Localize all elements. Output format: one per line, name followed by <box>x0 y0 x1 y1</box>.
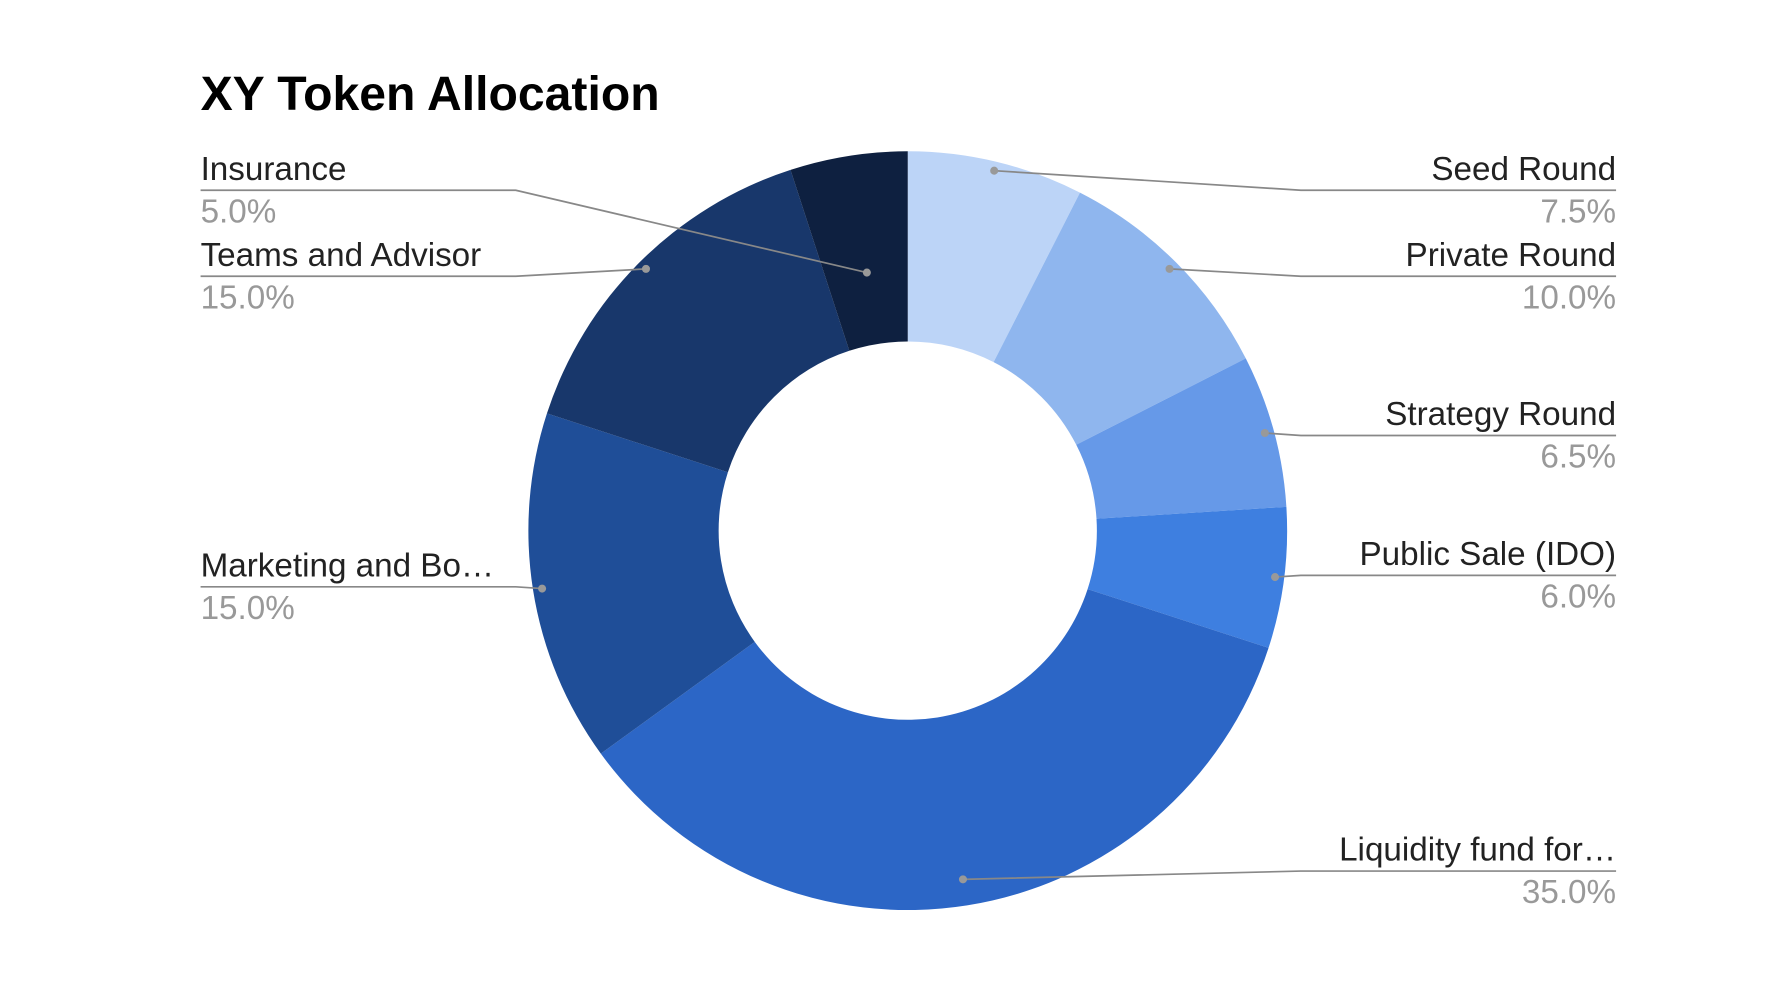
leader-dot <box>958 875 967 884</box>
leader-dot <box>1271 573 1280 582</box>
slice-seed-round[interactable] <box>907 151 1080 363</box>
leader-line <box>200 268 647 278</box>
leader-dot <box>641 264 650 273</box>
leader-dot <box>1165 264 1174 273</box>
slice-percent-label: 35.0% <box>1522 874 1616 911</box>
slice-percent-label: 5.0% <box>201 193 277 230</box>
leader-dot <box>990 166 999 175</box>
slice-percent-label: 6.5% <box>1540 439 1616 476</box>
slice-label: Insurance <box>201 151 347 188</box>
slice-marketing-and-bo[interactable] <box>528 413 755 754</box>
slice-insurance[interactable] <box>790 151 908 351</box>
leader-dot <box>1260 428 1269 437</box>
slice-percent-label: 6.0% <box>1540 578 1616 615</box>
leader-dot <box>862 268 871 277</box>
leader-line <box>1264 432 1617 437</box>
slice-percent-label: 7.5% <box>1540 193 1616 230</box>
leader-line <box>994 169 1617 192</box>
slice-label: Marketing and Bo… <box>201 548 495 585</box>
slice-label: Strategy Round <box>1385 396 1616 433</box>
chart-title: XY Token Allocation <box>201 67 660 121</box>
slice-label: Teams and Advisor <box>201 237 482 274</box>
slice-label: Seed Round <box>1431 151 1616 188</box>
slice-private-round[interactable] <box>993 192 1246 445</box>
slice-percent-label: 10.0% <box>1522 279 1616 316</box>
slice-liquidity-fund-for[interactable] <box>600 589 1269 911</box>
slice-label: Public Sale (IDO) <box>1359 536 1616 573</box>
leader-line <box>1274 574 1617 578</box>
leader-line <box>962 870 1617 881</box>
slice-label: Private Round <box>1406 237 1617 274</box>
slice-percent-label: 15.0% <box>201 590 295 627</box>
leader-line <box>200 189 868 274</box>
slice-percent-label: 15.0% <box>201 279 295 316</box>
leader-dot <box>538 584 547 593</box>
slice-strategy-round[interactable] <box>1076 358 1287 519</box>
slice-teams-and-advisor[interactable] <box>546 169 850 473</box>
leader-line <box>1169 268 1617 278</box>
slice-public-sale-ido[interactable] <box>1087 506 1288 648</box>
slice-label: Liquidity fund for… <box>1339 832 1616 869</box>
leader-line <box>200 585 543 590</box>
